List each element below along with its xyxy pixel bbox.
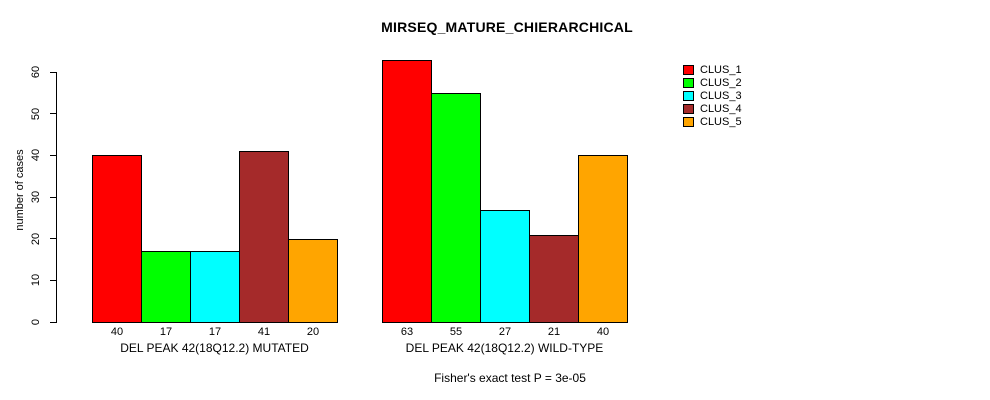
chart-title: MIRSEQ_MATURE_CHIERARCHICAL: [381, 19, 633, 35]
y-tick: [50, 71, 56, 73]
y-tick: [50, 154, 56, 156]
bar-value-label: 63: [400, 326, 414, 338]
bar-clus_4: [529, 234, 579, 323]
bar-value-label: 41: [257, 326, 271, 338]
legend-swatch-clus_5: [683, 117, 694, 127]
bar-clus_5: [288, 238, 338, 323]
bar-clus_1: [382, 59, 432, 323]
y-tick-label: 30: [30, 190, 42, 204]
bar-clus_2: [431, 92, 481, 323]
y-tick-label: 40: [30, 149, 42, 162]
legend-swatch-clus_3: [683, 91, 694, 101]
bar-value-label: 40: [596, 326, 610, 338]
bar-value-label: 20: [306, 326, 320, 338]
legend-swatch-clus_1: [683, 65, 694, 75]
legend-swatch-clus_4: [683, 104, 694, 114]
group-label: DEL PEAK 42(18Q12.2) MUTATED: [120, 341, 309, 355]
y-tick: [50, 196, 56, 198]
legend-label: CLUS_4: [700, 103, 742, 115]
bar-value-label: 17: [159, 326, 173, 338]
bar-clus_3: [480, 209, 530, 323]
y-tick: [50, 279, 56, 281]
bar-clus_3: [190, 251, 240, 323]
bar-value-label: 17: [208, 326, 222, 338]
legend-label: CLUS_3: [700, 90, 742, 102]
fisher-test-note: Fisher's exact test P = 3e-05: [434, 371, 586, 385]
group-label: DEL PEAK 42(18Q12.2) WILD-TYPE: [405, 341, 604, 355]
bar-clus_5: [578, 155, 628, 323]
y-tick-label: 50: [30, 107, 42, 120]
legend-label: CLUS_2: [700, 77, 742, 89]
bar-clus_2: [141, 251, 191, 323]
bar-value-label: 55: [449, 326, 463, 338]
legend-swatch-clus_2: [683, 78, 694, 88]
bar-clus_1: [92, 155, 142, 323]
bar-value-label: 40: [110, 326, 124, 338]
y-tick: [50, 238, 56, 240]
y-tick-label: 20: [30, 232, 42, 245]
y-tick-label: 10: [30, 274, 42, 287]
y-tick-label: 0: [30, 318, 42, 326]
y-tick: [50, 321, 56, 323]
bar-clus_4: [239, 151, 289, 323]
bar-value-label: 27: [498, 326, 512, 338]
legend-label: CLUS_1: [700, 64, 742, 76]
y-tick-label: 60: [30, 65, 42, 79]
legend-label: CLUS_5: [700, 116, 742, 128]
bar-value-label: 21: [547, 326, 561, 338]
y-axis-line: [56, 72, 57, 323]
y-tick: [50, 113, 56, 115]
